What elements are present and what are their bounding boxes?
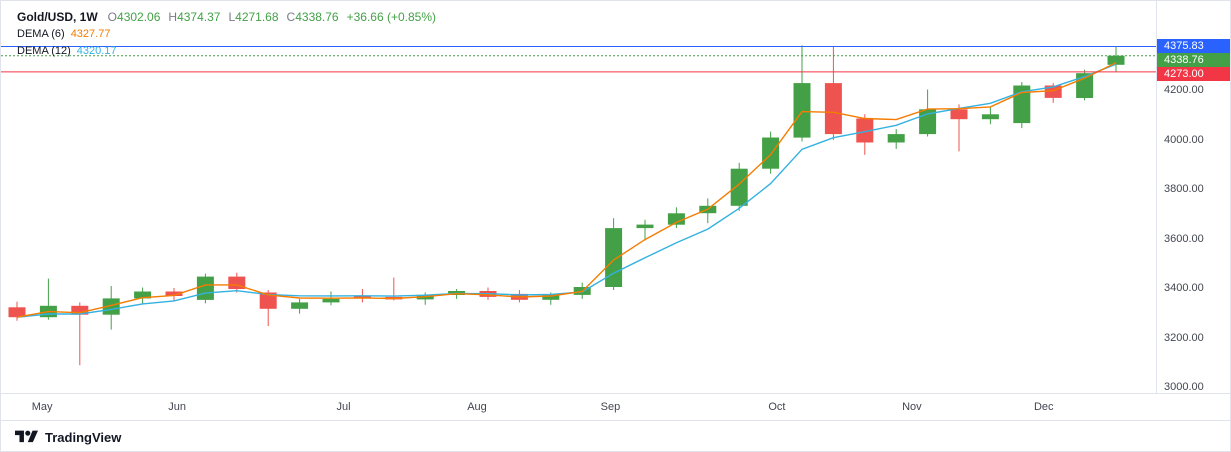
candle-body	[887, 134, 905, 143]
candle-body	[636, 224, 654, 229]
low-value: 4271.68	[235, 9, 279, 24]
candlestick-chart[interactable]	[1, 1, 1156, 393]
time-tick-label: Aug	[467, 401, 487, 413]
low-pair: L 4271.68	[228, 10, 278, 24]
footer-toolbar: TradingView	[1, 420, 1230, 451]
candlestick	[1013, 82, 1031, 129]
candlestick	[762, 131, 780, 174]
price-tick-label: 3000.00	[1164, 381, 1204, 393]
candle-body	[981, 114, 999, 120]
candle-body	[856, 118, 874, 143]
candle-body	[353, 295, 371, 298]
price-axis-badge: 4273.00	[1157, 67, 1230, 82]
open-pair: O 4302.06	[108, 10, 161, 24]
candle-body	[134, 291, 152, 299]
time-axis[interactable]: May Jun Jul Aug Sep Oct Nov Dec	[1, 393, 1230, 420]
candle-body	[322, 298, 340, 303]
candle-body	[8, 307, 26, 318]
candlestick	[636, 219, 654, 241]
candlestick	[259, 290, 277, 327]
dema12-line	[16, 63, 1117, 318]
candle-body	[259, 292, 277, 309]
symbol-title[interactable]: Gold/USD, 1W	[17, 9, 98, 24]
candle-body	[1107, 55, 1125, 65]
candlestick	[793, 45, 811, 142]
time-tick-label: Jul	[336, 401, 351, 413]
candlestick	[824, 46, 842, 140]
candle-body	[762, 137, 780, 169]
ohlc-values: O 4302.06 H 4374.37 L 4271.68 C 4338.76 +36.…	[108, 10, 436, 24]
open-label: O	[107, 9, 118, 24]
time-tick-label: Jun	[168, 401, 186, 413]
high-label: H	[168, 9, 178, 24]
candle-body	[824, 83, 842, 135]
candlestick	[730, 162, 748, 211]
high-pair: H 4374.37	[168, 10, 220, 24]
indicator-row-dema12[interactable]: DEMA (12) 4320.17	[17, 42, 436, 59]
close-label: C	[286, 9, 296, 24]
candle-body	[793, 83, 811, 138]
candle-body	[730, 168, 748, 206]
candle-body	[542, 294, 560, 300]
time-tick-label: Dec	[1033, 401, 1054, 413]
change-value: +36.66 (+0.85%)	[346, 9, 437, 24]
candlestick	[196, 273, 214, 304]
price-tick-label: 4200.00	[1164, 84, 1204, 96]
candle-body	[605, 228, 623, 287]
candle-body	[71, 305, 89, 315]
price-axis-badge: 4338.76	[1157, 53, 1230, 68]
candle-body	[196, 276, 214, 300]
dema12-label: DEMA (12)	[17, 44, 71, 57]
candlestick	[981, 106, 999, 125]
price-tick-label: 3200.00	[1164, 331, 1204, 344]
candlestick	[385, 277, 403, 301]
candlestick	[887, 129, 905, 149]
candlestick	[8, 301, 26, 321]
tradingview-brand[interactable]: TradingView	[45, 429, 122, 445]
dema6-label: DEMA (6)	[17, 27, 65, 40]
symbol-row: Gold/USD, 1W O 4302.06 H 4374.37 L 4271.68 …	[17, 8, 436, 25]
time-tick-label: Sep	[600, 401, 621, 413]
chart-pane: Gold/USD, 1W O 4302.06 H 4374.37 L 4271.68 …	[1, 1, 1156, 393]
time-tick-label: May	[31, 401, 53, 413]
chart-legend: Gold/USD, 1W O 4302.06 H 4374.37 L 4271.68 …	[17, 8, 436, 59]
candlestick	[856, 114, 874, 155]
time-tick-label: Nov	[902, 401, 922, 413]
price-axis[interactable]: 4200.00 4000.00 3800.00 3600.00 3400.00 3200.…	[1156, 1, 1230, 393]
price-tick-label: 3600.00	[1164, 232, 1204, 245]
candlestick	[950, 104, 968, 152]
indicator-row-dema6[interactable]: DEMA (6) 4327.77	[17, 25, 436, 42]
close-value: 4338.76	[295, 9, 339, 24]
price-tick-label: 3800.00	[1164, 183, 1204, 195]
candlestick	[1044, 83, 1062, 103]
dema6-value: 4327.77	[70, 27, 111, 40]
candlestick	[1107, 46, 1125, 73]
tradingview-logo-icon[interactable]	[15, 428, 38, 446]
candlestick	[667, 207, 685, 229]
candle-body	[950, 109, 968, 120]
low-label: L	[228, 9, 236, 24]
price-tick-label: 3400.00	[1164, 282, 1204, 294]
candle-body	[291, 302, 309, 309]
candlestick	[291, 298, 309, 314]
high-value: 4374.37	[177, 9, 221, 24]
candlestick	[134, 287, 152, 305]
candle-body	[165, 291, 183, 296]
candle-body	[667, 213, 685, 225]
candlestick	[228, 272, 246, 293]
candlestick	[605, 218, 623, 290]
price-axis-badge: 4375.83	[1157, 39, 1230, 54]
price-tick-label: 4000.00	[1164, 133, 1204, 146]
candlestick	[699, 198, 717, 224]
dema6-line	[16, 62, 1117, 318]
open-value: 4302.06	[117, 9, 161, 24]
close-pair: C 4338.76	[287, 10, 339, 24]
time-tick-label: Oct	[768, 401, 786, 413]
dema12-value: 4320.17	[76, 44, 117, 57]
